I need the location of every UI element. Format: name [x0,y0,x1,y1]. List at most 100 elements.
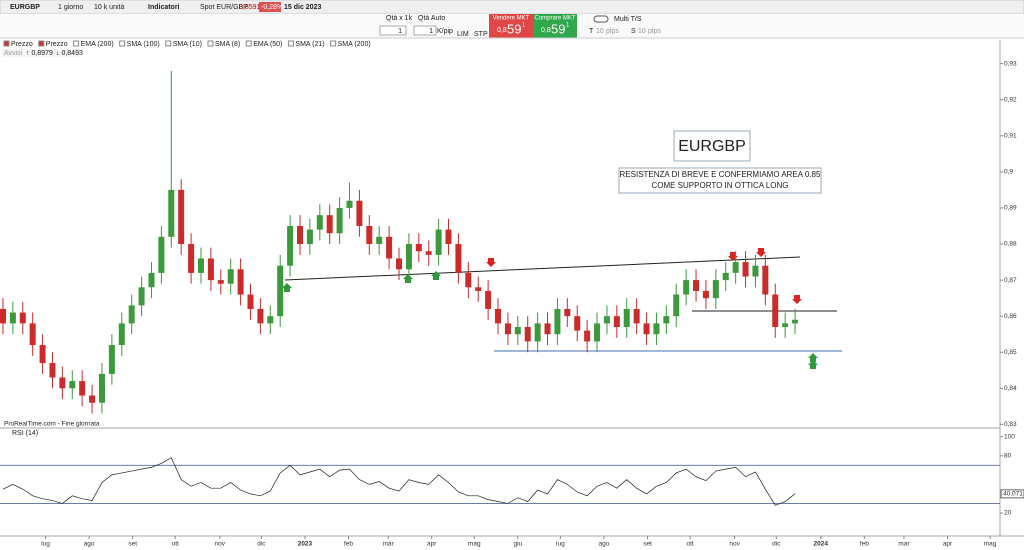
legend-checkbox[interactable] [245,40,252,47]
sell-sup: 1 [522,23,526,29]
buy-button[interactable] [533,14,577,38]
y-tick-label: 0,87 [1004,277,1017,284]
lim[interactable]: LIM [457,31,469,38]
y-tick-label: 0,86 [1004,313,1017,320]
legend-checkbox[interactable] [119,40,126,47]
candle-body [267,316,274,324]
rsi-line [2,457,796,506]
alert-down: ↓ 0,8493 [56,50,83,57]
symbol[interactable]: EURGBP [10,4,40,11]
multi-ts[interactable]: Multi T/S [614,16,642,23]
candle-body [326,215,333,234]
candle-body [772,294,779,327]
legend-checkbox[interactable] [38,40,45,47]
y-tick-label: 0,92 [1004,96,1017,103]
source: ProRealTime.com - Fine giornata [4,421,100,428]
t-value[interactable]: 10 [596,28,604,35]
y-tick-label: 0,93 [1004,60,1017,67]
up-arrow [808,353,818,362]
rsi-label: RSI (14) [12,430,38,437]
sell-big: 59 [507,21,521,36]
candle-body [396,258,403,270]
legend-checkbox[interactable] [165,40,172,47]
legend-checkbox[interactable] [73,40,80,47]
legend-entry: SMA (100) [127,41,160,48]
x-tick-label: feb [344,541,353,548]
candle-body [178,189,185,245]
candle-body [683,280,690,295]
candle-body [69,381,76,389]
qty-auto[interactable]: Qtà Auto [418,15,445,22]
candle-body [297,225,303,245]
sell-button[interactable] [489,14,533,38]
candle-body [445,229,452,245]
legend-checkbox[interactable] [330,40,337,47]
candle-body [89,395,96,403]
candle-body [623,308,630,327]
x-tick-label: apr [943,541,953,548]
stp[interactable]: STP [474,31,488,38]
x-tick-label: 2024 [814,541,829,548]
legend-entry: EMA (200) [81,41,114,48]
legend-entry: Prezzo [46,41,68,48]
qty-input[interactable] [379,25,407,36]
plot: 0,93 0,92 0,91 0,9 0,89 0,88 0,87 0,86 0,85 0,84 0… [0,60,1024,548]
indicators[interactable]: Indicatori [148,4,180,11]
down-arrow [756,248,766,257]
candle-body [0,308,6,324]
candle-body [237,269,244,295]
qty-input[interactable] [413,25,437,36]
candle-body [643,323,650,335]
candle-body [465,272,472,288]
legend-checkbox[interactable] [3,40,10,47]
y-tick-label: 0,85 [1004,349,1017,356]
toggle[interactable] [593,15,609,23]
candle-body [247,294,254,309]
candle-body [217,280,224,284]
candle-body [336,207,343,234]
units[interactable]: 10 k unità [94,4,124,11]
last-value-badge [1000,489,1024,499]
buy-big: 59 [551,21,565,36]
qty-label: Qtà x 1k [386,15,413,22]
up-arrow [808,360,818,369]
qty2: 1 [429,28,433,35]
s-value[interactable]: 10 [638,28,646,35]
candle-body [138,287,145,306]
x-tick-label: lug [556,541,565,548]
candle-body [584,330,591,342]
x-tick-label: giu [513,541,522,548]
alert-up: ↑ 0,8979 [26,50,53,57]
candle-body [386,236,393,259]
candle-body [59,377,66,389]
candle-body [435,229,442,255]
x-tick-label: ago [599,541,610,548]
candle-body [39,345,46,364]
y-tick-label: 0,89 [1004,205,1017,212]
candle-body [574,316,581,331]
note-box [618,167,822,194]
candle-body [504,323,511,335]
legend-checkbox[interactable] [287,40,294,47]
candle-body [594,323,601,342]
candle-body [188,244,195,273]
alert-down-value: 0,8493 [61,50,83,57]
candle-body [366,225,373,245]
candle-body [148,272,155,288]
resistance-line [284,256,801,281]
candle-body [742,262,749,277]
timeframe[interactable]: 1 giorno [58,4,83,11]
candle-body [108,345,115,374]
candle-body [673,294,680,317]
x-tick-label: mar [898,541,910,548]
candle-body [49,363,56,378]
candle-body [564,308,571,317]
candle-body [306,229,313,245]
candle-body [19,312,26,324]
candle-body [663,316,670,324]
candle-body [712,280,719,299]
legend-checkbox[interactable] [207,40,214,47]
rsi-tick-label: 80 [1004,453,1012,460]
candle-body [702,290,709,299]
